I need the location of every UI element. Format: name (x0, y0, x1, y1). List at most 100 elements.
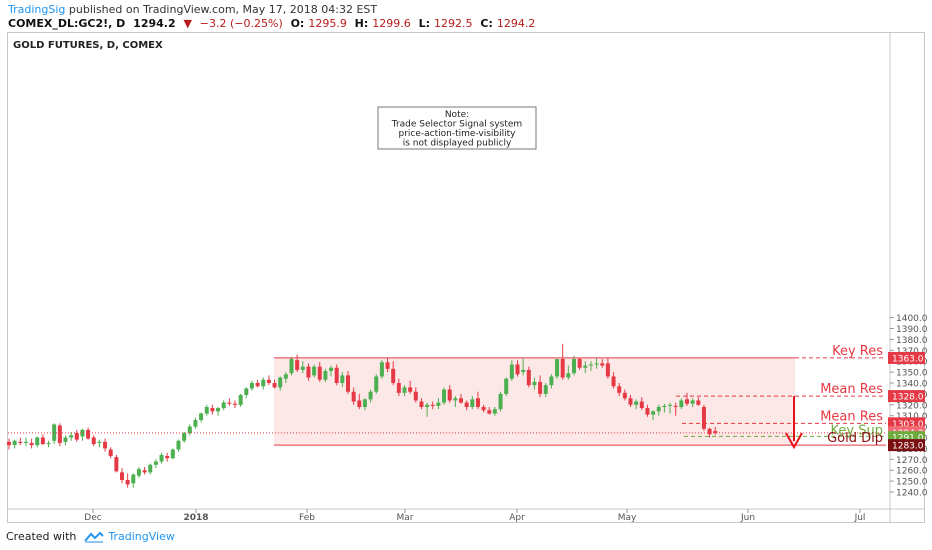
x-tick-label: Feb (299, 513, 315, 523)
candle-body (396, 383, 401, 393)
mean-res-label-1: Mean Res (820, 382, 883, 397)
candle-body (487, 410, 492, 414)
candle-body (475, 398, 480, 407)
candle-body (210, 408, 215, 412)
candle-body (125, 480, 130, 485)
y-tick-label: 1350.0 (896, 369, 928, 379)
y-tick-label: 1270.0 (896, 456, 928, 466)
x-tick-label: Apr (509, 513, 525, 523)
candle-body (385, 362, 390, 369)
candle-body (57, 425, 62, 443)
published-text: published on TradingView.com, May 17, 20… (68, 3, 378, 16)
y-tick-label: 1260.0 (896, 467, 928, 477)
y-tick-label: 1370.0 (896, 347, 928, 357)
tradingview-brand[interactable]: TradingView (108, 530, 175, 543)
note-line: is not displayed publicly (403, 139, 512, 149)
mean-res-price-tag-1: 1328.0 (892, 393, 924, 403)
candle-body (560, 359, 565, 378)
candle-body (453, 398, 458, 401)
candle-body (696, 400, 701, 405)
x-tick-label: Jun (740, 513, 755, 523)
candle-body (255, 383, 260, 387)
candle-body (419, 401, 424, 407)
mean-res-price-tag-2: 1303.0 (892, 420, 924, 430)
candle-body (634, 401, 639, 405)
low-label: L: (418, 17, 431, 30)
candle-body (131, 474, 136, 484)
candle-body (46, 442, 51, 445)
candle-body (69, 435, 74, 438)
footer: Created with TradingView (6, 530, 175, 543)
candle-body (639, 401, 644, 409)
low-value: 1292.5 (434, 17, 473, 30)
candle-body (543, 385, 548, 394)
candle-body (165, 456, 170, 459)
x-tick-label: Mar (397, 513, 414, 523)
candle-body (91, 437, 96, 445)
publish-line: TradingSig published on TradingView.com,… (8, 3, 377, 16)
candle-body (136, 469, 141, 476)
note-line: Note: (445, 110, 469, 120)
candle-body (114, 457, 119, 472)
candle-body (176, 440, 181, 450)
candle-body (272, 383, 277, 388)
candle-body (283, 374, 288, 379)
gold-dip-price-tag: 1283.0 (892, 442, 924, 452)
y-tick-label: 1320.0 (896, 401, 928, 411)
candle-body (368, 391, 373, 400)
candle-body (323, 371, 328, 380)
candle-body (470, 399, 475, 407)
candle-body (662, 405, 667, 407)
candle-body (182, 433, 187, 441)
candle-body (249, 383, 254, 389)
candle-body (153, 461, 158, 465)
candle-body (685, 399, 689, 404)
candle-body (193, 420, 198, 427)
created-with-text: Created with (6, 530, 77, 543)
mean-res-label-2: Mean Res (820, 409, 883, 424)
candle-body (108, 449, 113, 457)
symbol-label: COMEX_DL:GC2!, D (8, 17, 126, 30)
candle-body (566, 373, 571, 378)
candle-body (504, 378, 509, 394)
note-line: price-action-time-visibility (398, 129, 516, 139)
candle-body (52, 424, 57, 441)
candle-body (170, 449, 175, 459)
candle-body (498, 393, 503, 410)
candle-body (713, 431, 718, 433)
candle-body (312, 366, 317, 376)
candle-body (142, 470, 147, 473)
candle-body (35, 437, 40, 446)
candle-body (464, 402, 469, 407)
x-tick-label: Dec (84, 513, 101, 523)
candle-body (120, 472, 124, 481)
author-link[interactable]: TradingSig (8, 3, 66, 16)
key-res-label: Key Res (832, 344, 883, 359)
candle-body (583, 365, 588, 368)
close-label: C: (480, 17, 493, 30)
candle-body (447, 389, 452, 401)
ohlc-line: COMEX_DL:GC2!, D 1294.2 ▼ −3.2 (−0.25%) … (8, 17, 539, 30)
y-tick-label: 1380.0 (896, 336, 928, 346)
candle-body (244, 388, 249, 395)
candle-body (436, 402, 441, 406)
candle-body (572, 359, 576, 374)
gold-dip-price-tag-bg (888, 439, 925, 452)
y-tick-label: 1400.0 (896, 314, 928, 324)
candle-body (63, 437, 68, 442)
gold-dip-label: Gold Dip (827, 431, 883, 446)
candle-body (555, 359, 560, 377)
x-tick-label: 2018 (183, 513, 208, 523)
candle-body (425, 404, 430, 407)
chart-frame[interactable] (7, 32, 925, 523)
candle-body (391, 368, 396, 383)
open-value: 1295.9 (308, 17, 347, 30)
y-tick-label: 1340.0 (896, 380, 928, 390)
candle-body (673, 405, 678, 407)
key-sup-label: Key Sup (831, 423, 883, 438)
candle-body (549, 376, 554, 386)
candle-body (346, 375, 350, 392)
candle-body (86, 429, 91, 439)
candle-body (588, 364, 593, 366)
